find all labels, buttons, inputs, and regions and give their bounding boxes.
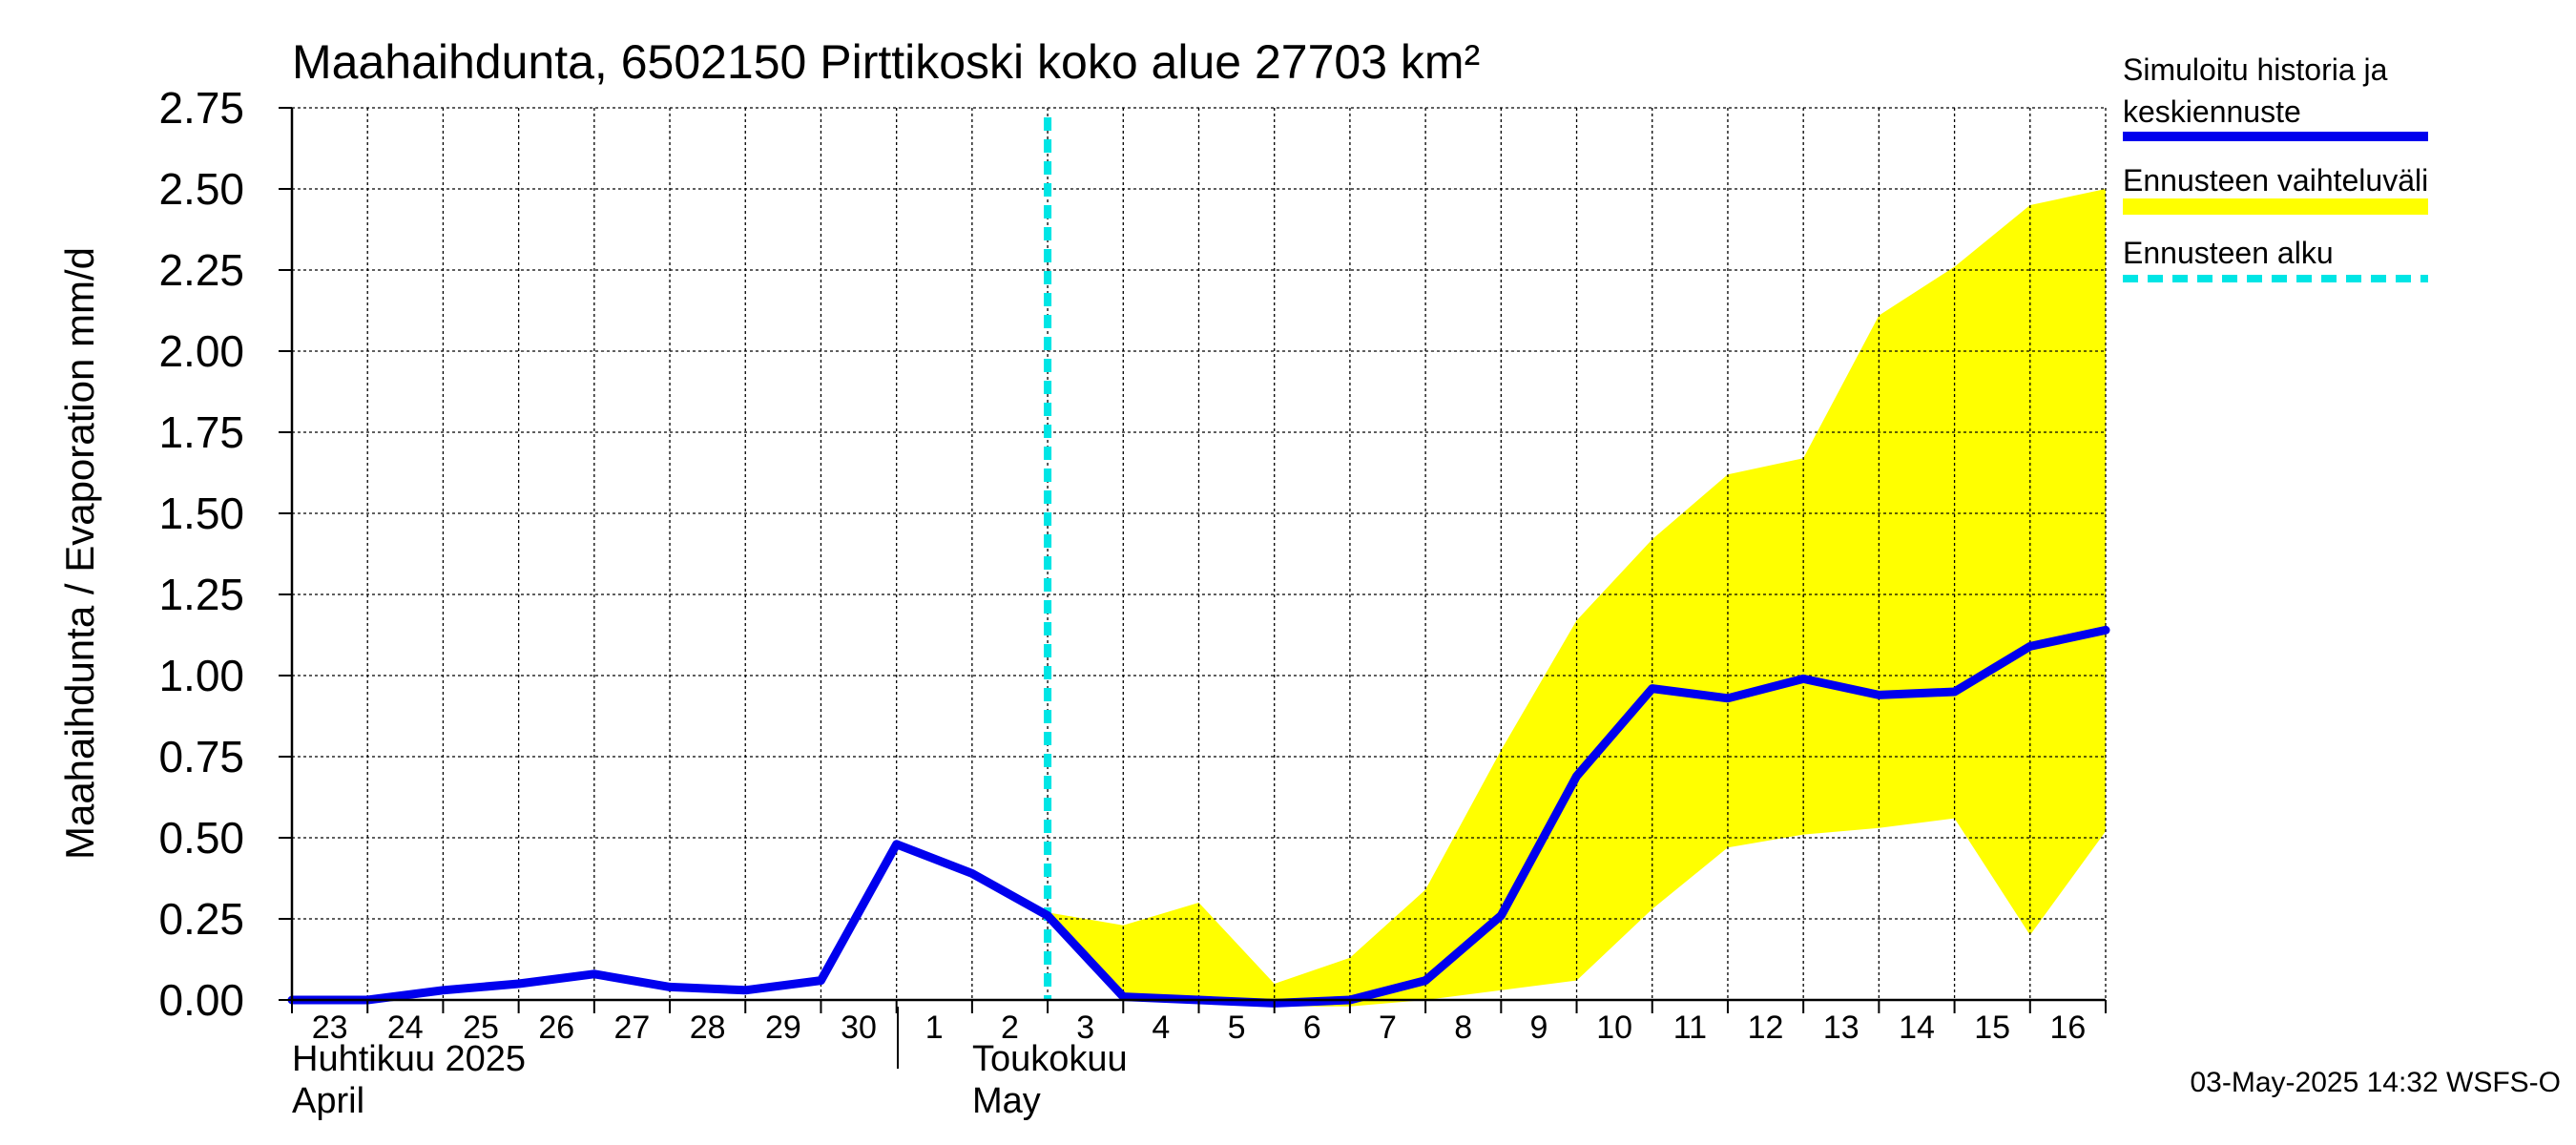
data-point — [820, 979, 822, 982]
x-tick-label: 9 — [1529, 1010, 1548, 1046]
legend-band-swatch — [2123, 198, 2428, 215]
month-label-may-en: May — [972, 1081, 1041, 1121]
month-label-april-fi: Huhtikuu 2025 — [292, 1039, 526, 1079]
data-point — [895, 843, 898, 845]
y-axis-label: Maahaihdunta / Evaporation mm/d — [57, 247, 102, 860]
x-tick-label: 27 — [614, 1010, 651, 1046]
legend-band-label: Ennusteen vaihteluväli — [2123, 163, 2428, 198]
x-tick-label: 2 — [1001, 1010, 1019, 1046]
data-point — [2028, 645, 2031, 648]
x-tick-label: 29 — [765, 1010, 801, 1046]
data-point — [744, 989, 747, 991]
data-point — [1575, 775, 1578, 778]
data-point — [1424, 979, 1427, 982]
x-tick-label: 23 — [312, 1010, 348, 1046]
x-tick-label: 6 — [1303, 1010, 1321, 1046]
y-axis-ticks: 0.00 0.25 0.50 0.75 1.00 1.25 1.50 1.75 2.00 2.25… — [158, 83, 292, 1025]
y-tick-label: 2.50 — [158, 164, 244, 214]
x-tick-label: 10 — [1596, 1010, 1632, 1046]
x-tick-label: 30 — [841, 1010, 877, 1046]
x-axis-ticks: 23 24 25 26 27 28 29 30 1 2 3 4 5 6 7 8 9 10 11 12 13 14 15 16 — [291, 1000, 2107, 1046]
x-tick-label: 4 — [1152, 1010, 1170, 1046]
data-point — [2105, 629, 2107, 632]
data-point — [442, 989, 445, 991]
y-tick-label: 1.25 — [158, 570, 244, 619]
forecast-range-band — [1048, 189, 2106, 1007]
x-tick-label: 25 — [463, 1010, 499, 1046]
data-point — [1500, 914, 1503, 917]
y-tick-label: 2.25 — [158, 245, 244, 295]
x-tick-label: 11 — [1673, 1010, 1707, 1046]
y-tick-label: 0.50 — [158, 813, 244, 863]
legend-history-label-line1: Simuloitu historia ja — [2123, 52, 2388, 87]
x-tick-label: 3 — [1076, 1010, 1094, 1046]
y-tick-label: 0.00 — [158, 975, 244, 1025]
data-point — [1878, 694, 1880, 697]
month-label-may-fi: Toukokuu — [972, 1039, 1128, 1079]
chart-title: Maahaihdunta, 6502150 Pirttikoski koko a… — [292, 35, 1480, 89]
data-point — [669, 986, 672, 989]
x-tick-label: 26 — [538, 1010, 574, 1046]
x-tick-label: 14 — [1899, 1010, 1935, 1046]
y-tick-label: 1.00 — [158, 651, 244, 700]
y-tick-label: 2.75 — [158, 83, 244, 133]
footer-timestamp: 03-May-2025 14:32 WSFS-O — [2191, 1067, 2562, 1098]
legend-forecast-start-label: Ennusteen alku — [2123, 236, 2334, 270]
x-tick-label: 15 — [1974, 1010, 2010, 1046]
x-tick-label: 28 — [690, 1010, 726, 1046]
data-point — [517, 983, 520, 985]
y-tick-label: 0.25 — [158, 894, 244, 944]
legend: Simuloitu historia ja keskiennuste Ennus… — [2123, 52, 2428, 282]
x-tick-label: 7 — [1379, 1010, 1397, 1046]
x-tick-label: 5 — [1228, 1010, 1246, 1046]
month-label-april-en: April — [292, 1081, 364, 1121]
forecast-band-area — [1048, 189, 2106, 1007]
data-point — [970, 872, 973, 875]
data-point — [1122, 995, 1125, 998]
y-tick-label: 1.75 — [158, 407, 244, 457]
y-tick-label: 0.75 — [158, 732, 244, 781]
y-tick-label: 1.50 — [158, 489, 244, 538]
data-point — [1726, 697, 1729, 699]
y-tick-label: 2.00 — [158, 326, 244, 376]
data-point — [1651, 687, 1653, 690]
x-tick-label: 1 — [925, 1010, 944, 1046]
data-point — [1953, 691, 1956, 693]
legend-history-label-line2: keskiennuste — [2123, 94, 2301, 129]
x-tick-label: 16 — [2049, 1010, 2086, 1046]
data-point — [1802, 677, 1805, 680]
x-tick-label: 12 — [1748, 1010, 1784, 1046]
data-point — [1047, 914, 1049, 917]
x-tick-label: 24 — [387, 1010, 424, 1046]
x-tick-label: 8 — [1454, 1010, 1472, 1046]
x-tick-label: 13 — [1823, 1010, 1859, 1046]
data-point — [592, 972, 595, 975]
